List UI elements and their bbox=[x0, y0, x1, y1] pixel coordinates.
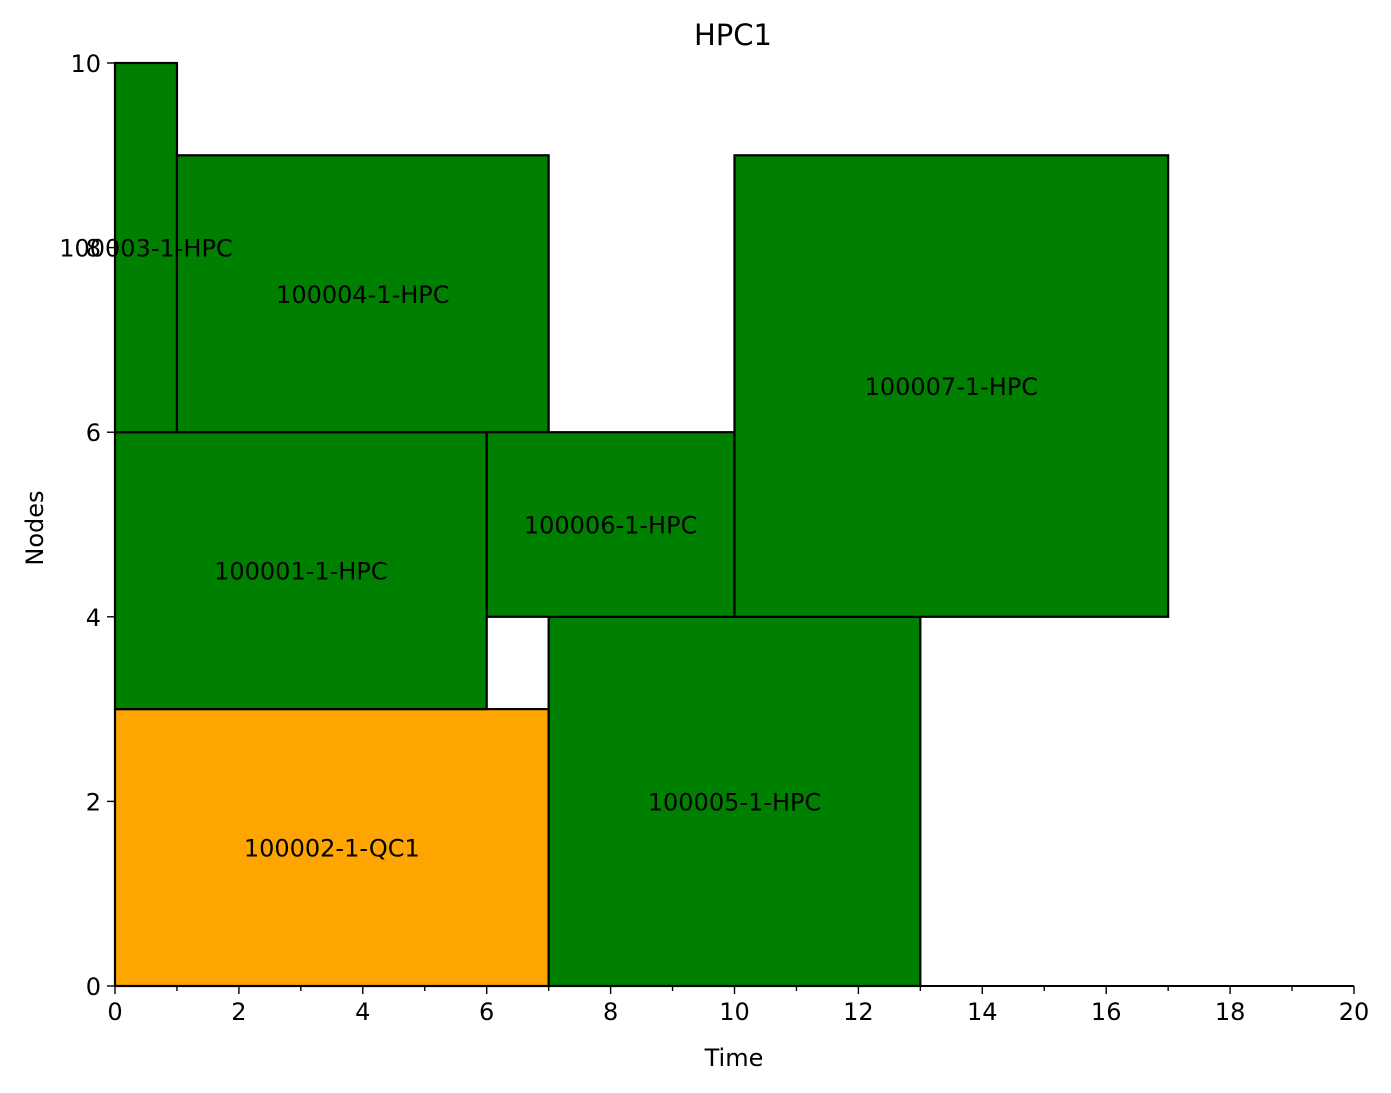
job-label: 100002-1-QC1 bbox=[244, 835, 420, 863]
y-axis: 0 2 4 6 8 10 bbox=[70, 50, 116, 1001]
x-tick-label: 14 bbox=[967, 998, 998, 1026]
x-tick-label: 8 bbox=[603, 998, 618, 1026]
job-bar-100005-1-HPC bbox=[547, 615, 922, 988]
y-tick-label: 0 bbox=[86, 973, 101, 1001]
job-label: 100004-1-HPC bbox=[276, 281, 449, 309]
jobs-layer bbox=[113, 61, 1170, 988]
job-label: 100005-1-HPC bbox=[648, 788, 821, 816]
x-tick-label: 16 bbox=[1091, 998, 1122, 1026]
y-tick-label: 8 bbox=[86, 235, 101, 263]
job-label: 100001-1-HPC bbox=[214, 558, 387, 586]
x-tick-label: 18 bbox=[1215, 998, 1246, 1026]
x-axis: 0 2 4 6 8 10 12 14 16 18 20 bbox=[107, 985, 1370, 1026]
job-bar-100003-1-HPC bbox=[113, 61, 179, 434]
x-tick-label: 12 bbox=[843, 998, 874, 1026]
y-tick-label: 6 bbox=[86, 419, 101, 447]
x-tick-label: 6 bbox=[479, 998, 494, 1026]
job-label: 100007-1-HPC bbox=[865, 373, 1038, 401]
job-bar-100001-1-HPC bbox=[113, 431, 488, 711]
y-tick-label: 10 bbox=[70, 50, 101, 78]
job-bar-100002-1-QC1 bbox=[113, 707, 550, 988]
x-tick-label: 10 bbox=[719, 998, 750, 1026]
y-axis-label: Nodes bbox=[21, 490, 49, 565]
x-tick-label: 0 bbox=[107, 998, 122, 1026]
job-bar-100004-1-HPC bbox=[175, 154, 550, 434]
job-label: 100006-1-HPC bbox=[524, 512, 697, 540]
x-tick-label: 20 bbox=[1339, 998, 1370, 1026]
x-tick-label: 4 bbox=[355, 998, 370, 1026]
x-axis-label: Time bbox=[704, 1044, 764, 1072]
chart-title: HPC1 bbox=[694, 18, 772, 52]
job-bar-100006-1-HPC bbox=[485, 431, 736, 618]
y-tick-label: 4 bbox=[86, 604, 101, 632]
y-tick-label: 2 bbox=[86, 788, 101, 816]
job-label: 100003-1-HPC bbox=[59, 235, 232, 263]
job-bar-100007-1-HPC bbox=[733, 154, 1170, 618]
x-tick-label: 2 bbox=[231, 998, 246, 1026]
job-labels-layer: 100002-1-QC1 100001-1-HPC 100003-1-HPC 1000… bbox=[59, 235, 1038, 863]
